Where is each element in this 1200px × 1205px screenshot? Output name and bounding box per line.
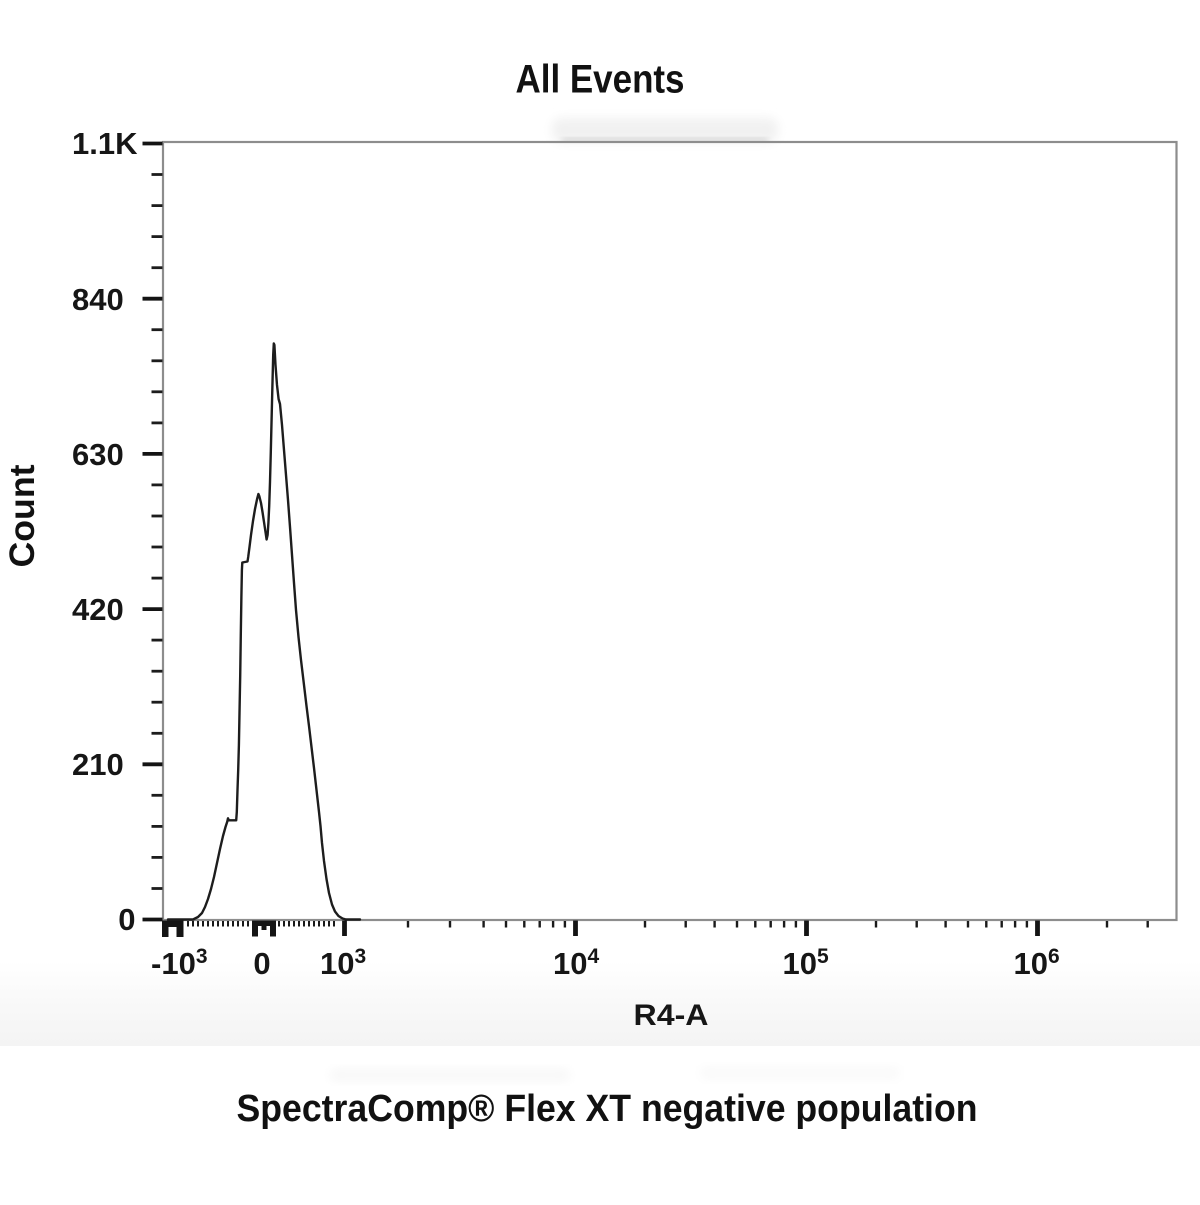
svg-text:SpectraComp® Flex XT negative: SpectraComp® Flex XT negative population (237, 1088, 978, 1130)
svg-text:All Events: All Events (516, 58, 685, 102)
svg-text:R4-A: R4-A (634, 999, 709, 1032)
svg-text:630: 630 (72, 437, 124, 472)
svg-text:1.1K: 1.1K (72, 126, 138, 161)
svg-text:0: 0 (118, 902, 135, 937)
svg-text:210: 210 (72, 747, 124, 782)
svg-text:Count: Count (3, 464, 42, 567)
svg-text:420: 420 (72, 592, 124, 627)
svg-text:0: 0 (253, 946, 270, 981)
svg-text:840: 840 (72, 282, 124, 317)
svg-text:105: 105 (783, 945, 829, 981)
